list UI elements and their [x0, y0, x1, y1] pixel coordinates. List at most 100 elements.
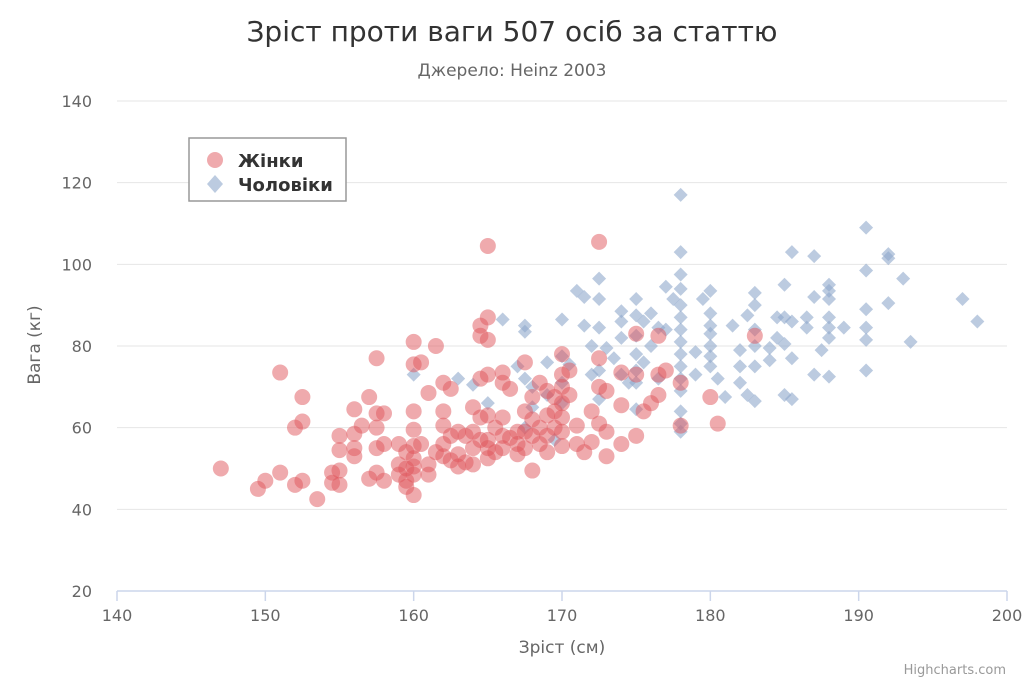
- data-point[interactable]: [955, 292, 970, 307]
- data-point[interactable]: [257, 472, 274, 489]
- data-point[interactable]: [598, 382, 615, 399]
- data-point[interactable]: [859, 320, 874, 335]
- data-point[interactable]: [822, 369, 836, 384]
- data-point[interactable]: [405, 487, 422, 504]
- data-point[interactable]: [405, 466, 422, 483]
- data-point[interactable]: [822, 310, 836, 325]
- data-point[interactable]: [413, 436, 430, 452]
- data-point[interactable]: [650, 327, 667, 344]
- data-point[interactable]: [703, 306, 718, 321]
- data-point[interactable]: [747, 359, 762, 374]
- data-point[interactable]: [591, 350, 608, 367]
- data-point[interactable]: [495, 312, 510, 327]
- data-point[interactable]: [629, 292, 644, 307]
- data-point[interactable]: [405, 333, 422, 350]
- data-point[interactable]: [555, 312, 569, 327]
- data-point[interactable]: [405, 403, 422, 420]
- data-point[interactable]: [212, 460, 229, 477]
- data-point[interactable]: [517, 324, 532, 339]
- data-point[interactable]: [561, 387, 578, 403]
- legend-item-women[interactable]: Жінки: [207, 151, 303, 172]
- data-point[interactable]: [650, 387, 667, 403]
- data-point[interactable]: [762, 353, 777, 368]
- data-point[interactable]: [673, 334, 688, 349]
- data-point[interactable]: [592, 292, 607, 307]
- data-point[interactable]: [747, 298, 762, 313]
- data-point[interactable]: [703, 283, 718, 298]
- data-point[interactable]: [673, 281, 688, 296]
- data-point[interactable]: [613, 397, 630, 414]
- data-point[interactable]: [672, 417, 689, 434]
- data-point[interactable]: [294, 389, 311, 406]
- data-point[interactable]: [331, 442, 348, 459]
- data-point[interactable]: [747, 394, 762, 409]
- data-point[interactable]: [577, 290, 592, 304]
- data-point[interactable]: [658, 279, 673, 294]
- data-point[interactable]: [814, 343, 829, 358]
- data-point[interactable]: [733, 343, 747, 358]
- data-point[interactable]: [479, 331, 496, 348]
- data-point[interactable]: [733, 359, 747, 374]
- data-point[interactable]: [294, 472, 311, 489]
- data-point[interactable]: [859, 220, 874, 235]
- data-point[interactable]: [629, 347, 644, 362]
- data-point[interactable]: [561, 362, 578, 379]
- data-point[interactable]: [709, 415, 726, 432]
- data-point[interactable]: [657, 362, 674, 379]
- data-point[interactable]: [598, 448, 615, 465]
- data-point[interactable]: [494, 409, 511, 426]
- data-point[interactable]: [770, 310, 785, 325]
- data-point[interactable]: [881, 251, 896, 266]
- data-point[interactable]: [799, 320, 814, 335]
- data-point[interactable]: [746, 327, 763, 344]
- data-point[interactable]: [516, 440, 533, 457]
- data-point[interactable]: [376, 405, 392, 422]
- data-point[interactable]: [673, 245, 688, 260]
- data-point[interactable]: [554, 346, 570, 363]
- data-point[interactable]: [703, 359, 718, 374]
- data-point[interactable]: [740, 308, 755, 323]
- data-point[interactable]: [673, 322, 688, 337]
- data-point[interactable]: [777, 336, 792, 351]
- data-point[interactable]: [598, 423, 615, 440]
- data-point[interactable]: [688, 367, 703, 382]
- data-point[interactable]: [584, 339, 599, 353]
- data-point[interactable]: [673, 347, 688, 362]
- data-point[interactable]: [502, 380, 519, 397]
- data-point[interactable]: [479, 309, 496, 326]
- data-point[interactable]: [577, 318, 592, 333]
- data-point[interactable]: [628, 366, 645, 383]
- credits-link[interactable]: Highcharts.com: [904, 663, 1006, 678]
- data-point[interactable]: [420, 384, 437, 401]
- data-point[interactable]: [405, 421, 422, 438]
- data-point[interactable]: [435, 403, 452, 420]
- data-point[interactable]: [702, 389, 719, 406]
- data-point[interactable]: [725, 318, 740, 333]
- data-point[interactable]: [346, 448, 363, 465]
- data-point[interactable]: [718, 390, 733, 405]
- data-point[interactable]: [331, 462, 348, 479]
- data-point[interactable]: [822, 330, 836, 345]
- data-point[interactable]: [539, 444, 556, 461]
- data-point[interactable]: [703, 349, 718, 364]
- data-point[interactable]: [807, 290, 822, 304]
- data-point[interactable]: [672, 374, 689, 391]
- data-point[interactable]: [583, 403, 600, 420]
- data-point[interactable]: [859, 363, 874, 378]
- data-point[interactable]: [799, 310, 814, 325]
- data-point[interactable]: [807, 367, 822, 382]
- data-point[interactable]: [710, 371, 725, 386]
- data-point[interactable]: [822, 320, 836, 335]
- data-point[interactable]: [592, 320, 607, 335]
- data-point[interactable]: [592, 271, 607, 286]
- data-point[interactable]: [413, 354, 430, 371]
- data-point[interactable]: [822, 292, 836, 307]
- data-point[interactable]: [272, 464, 289, 481]
- data-point[interactable]: [703, 339, 718, 353]
- data-point[interactable]: [636, 314, 651, 329]
- data-point[interactable]: [695, 292, 710, 307]
- data-point[interactable]: [376, 472, 392, 489]
- data-point[interactable]: [420, 466, 437, 483]
- data-point[interactable]: [361, 389, 378, 406]
- data-point[interactable]: [628, 427, 645, 444]
